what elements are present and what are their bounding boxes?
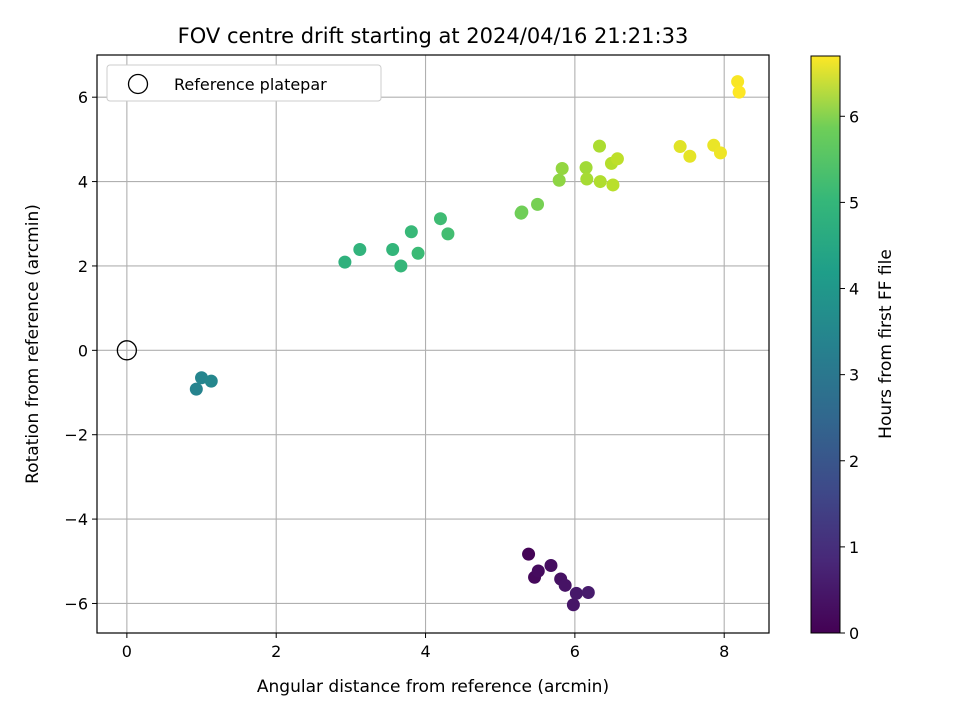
data-point: [353, 242, 367, 256]
colorbar-ticks: 0 1 2 3 4 5 6: [840, 107, 859, 643]
data-points: [116, 75, 746, 612]
data-point: [555, 161, 569, 175]
x-tick-label: 0: [122, 642, 132, 661]
x-tick-label: 2: [271, 642, 281, 661]
y-tick-label: −6: [64, 594, 88, 613]
data-point: [579, 161, 593, 175]
colorbar: [810, 55, 841, 634]
y-tick-label: 4: [78, 173, 88, 192]
data-point: [433, 212, 447, 226]
data-point: [580, 172, 594, 186]
data-point: [558, 578, 572, 592]
data-point: [386, 242, 400, 256]
data-point: [189, 382, 203, 396]
colorbar-tick-label: 3: [849, 366, 859, 385]
data-point: [515, 205, 529, 219]
legend: Reference platepar: [106, 64, 382, 102]
x-tick-label: 8: [719, 642, 729, 661]
legend-entry-label: Reference platepar: [174, 75, 327, 94]
colorbar-tick-label: 2: [849, 452, 859, 471]
y-axis-ticks: −6 −4 −2 0 2 4 6: [64, 88, 97, 613]
colorbar-label: Hours from first FF file: [876, 249, 896, 439]
y-tick-label: 2: [78, 257, 88, 276]
data-point: [441, 227, 455, 241]
y-tick-label: −2: [64, 426, 88, 445]
colorbar-tick-label: 5: [849, 193, 859, 212]
data-point: [581, 585, 595, 599]
x-axis-ticks: 0 2 4 6 8: [122, 633, 729, 661]
x-tick-label: 4: [420, 642, 430, 661]
plot-area-frame: [96, 54, 770, 634]
data-point: [713, 146, 727, 160]
data-point: [552, 173, 566, 187]
data-point: [531, 564, 545, 578]
data-point: [522, 547, 536, 561]
reference-point-marker: [116, 340, 138, 361]
y-tick-label: −4: [64, 510, 88, 529]
x-tick-label: 6: [570, 642, 580, 661]
data-point: [593, 175, 607, 189]
data-point: [404, 225, 418, 239]
data-point: [394, 259, 408, 273]
data-point: [338, 255, 352, 269]
x-axis-label: Angular distance from reference (arcmin): [257, 677, 609, 697]
data-point: [606, 178, 620, 192]
chart-title: FOV centre drift starting at 2024/04/16 …: [178, 24, 689, 48]
data-point: [732, 85, 746, 99]
legend-marker-icon: [127, 73, 149, 95]
data-point: [731, 75, 745, 89]
grid-lines: [97, 55, 769, 633]
y-tick-label: 6: [78, 88, 88, 107]
colorbar-tick-label: 4: [849, 280, 859, 299]
y-axis-label: Rotation from reference (arcmin): [23, 204, 43, 484]
data-point: [531, 197, 545, 211]
data-point: [544, 558, 558, 572]
colorbar-tick-label: 6: [849, 107, 859, 126]
data-point: [204, 374, 218, 388]
data-point: [683, 149, 697, 163]
data-point: [610, 152, 624, 166]
data-point: [566, 598, 580, 612]
colorbar-tick-label: 0: [849, 624, 859, 643]
legend-box: [106, 64, 382, 102]
data-point: [569, 586, 583, 600]
data-point: [593, 139, 607, 153]
y-tick-label: 0: [78, 341, 88, 360]
data-point: [411, 246, 425, 260]
colorbar-tick-label: 1: [849, 538, 859, 557]
data-point: [673, 140, 687, 154]
